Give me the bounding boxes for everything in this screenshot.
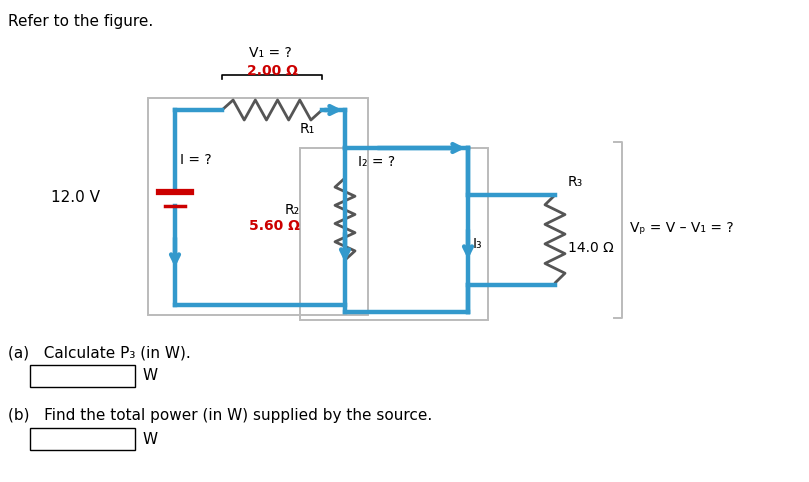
Text: 14.0 Ω: 14.0 Ω — [568, 241, 614, 255]
Bar — [30, 365, 135, 387]
Text: W: W — [143, 369, 158, 384]
Text: Refer to the figure.: Refer to the figure. — [8, 14, 153, 29]
Text: (b)   Find the total power (in W) supplied by the source.: (b) Find the total power (in W) supplied… — [8, 408, 432, 423]
Text: I = ?: I = ? — [180, 153, 212, 167]
Text: R₂: R₂ — [285, 203, 300, 217]
Text: (a)   Calculate P₃ (in W).: (a) Calculate P₃ (in W). — [8, 345, 191, 360]
Text: Vₚ = V – V₁ = ?: Vₚ = V – V₁ = ? — [630, 221, 734, 235]
Text: 12.0 V: 12.0 V — [51, 189, 100, 204]
Bar — [30, 428, 135, 450]
Text: R₁: R₁ — [300, 122, 316, 136]
Text: W: W — [143, 431, 158, 446]
Text: 2.00 Ω: 2.00 Ω — [247, 64, 298, 78]
Text: R₃: R₃ — [568, 175, 583, 189]
Text: V₁ = ?: V₁ = ? — [248, 46, 291, 60]
Text: 5.60 Ω: 5.60 Ω — [249, 219, 300, 233]
Text: I₂ = ?: I₂ = ? — [358, 155, 395, 169]
Text: I₃: I₃ — [473, 237, 483, 251]
